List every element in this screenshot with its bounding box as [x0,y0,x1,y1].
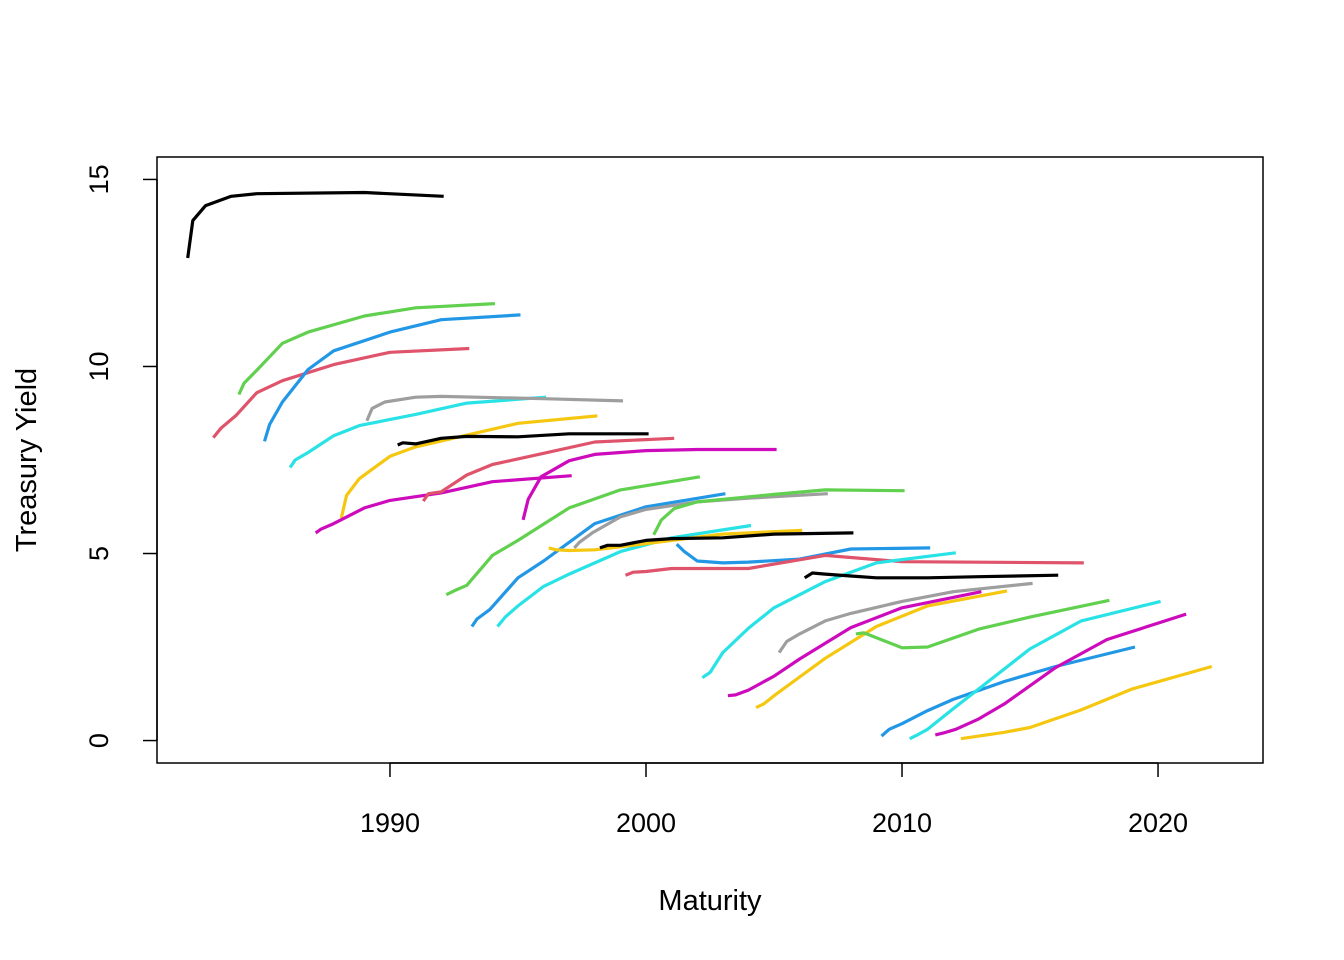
series-line-5 [288,395,547,469]
series-line-24 [727,590,982,698]
series-line-18 [599,531,854,550]
y-axis: 0 5 10 15 [84,164,158,748]
y-axis-title: Treasury Yield [11,368,43,552]
series-line-28 [908,599,1161,741]
series-line-17 [548,528,803,553]
series-line-30 [960,664,1213,741]
series-line-2 [212,346,470,439]
series-line-6 [365,394,624,422]
series-line-14 [521,447,777,521]
series-line-22 [803,571,1059,580]
series-line-4 [262,313,521,442]
series-line-9 [397,432,649,447]
y-tick-label: 5 [84,546,114,561]
series-line-25 [755,589,1008,710]
series-line-1 [186,190,444,259]
series-line-26 [855,598,1110,650]
x-tick-label: 1990 [360,808,420,838]
series-line-7 [339,414,598,519]
y-tick-label: 10 [84,351,114,381]
x-tick-label: 2000 [616,808,676,838]
series-line-19 [675,543,931,565]
series-line-3 [237,302,495,396]
series-line-12 [470,492,726,628]
series-line-21 [701,551,957,680]
x-tick-label: 2010 [872,808,932,838]
series-lines [186,190,1213,741]
x-axis-title: Maturity [658,885,762,917]
x-axis: 1990 2000 2010 2020 [360,762,1188,838]
series-line-10 [421,436,675,503]
series-line-27 [880,645,1136,738]
series-line-20 [624,553,1084,577]
series-line-23 [777,581,1033,654]
series-line-29 [934,612,1187,737]
x-tick-label: 2020 [1128,808,1188,838]
y-tick-label: 15 [84,164,114,194]
series-line-13 [496,523,752,628]
series-line-16 [652,488,905,536]
y-tick-label: 0 [84,733,114,748]
series-line-8 [314,474,572,535]
series-line-11 [445,475,701,597]
